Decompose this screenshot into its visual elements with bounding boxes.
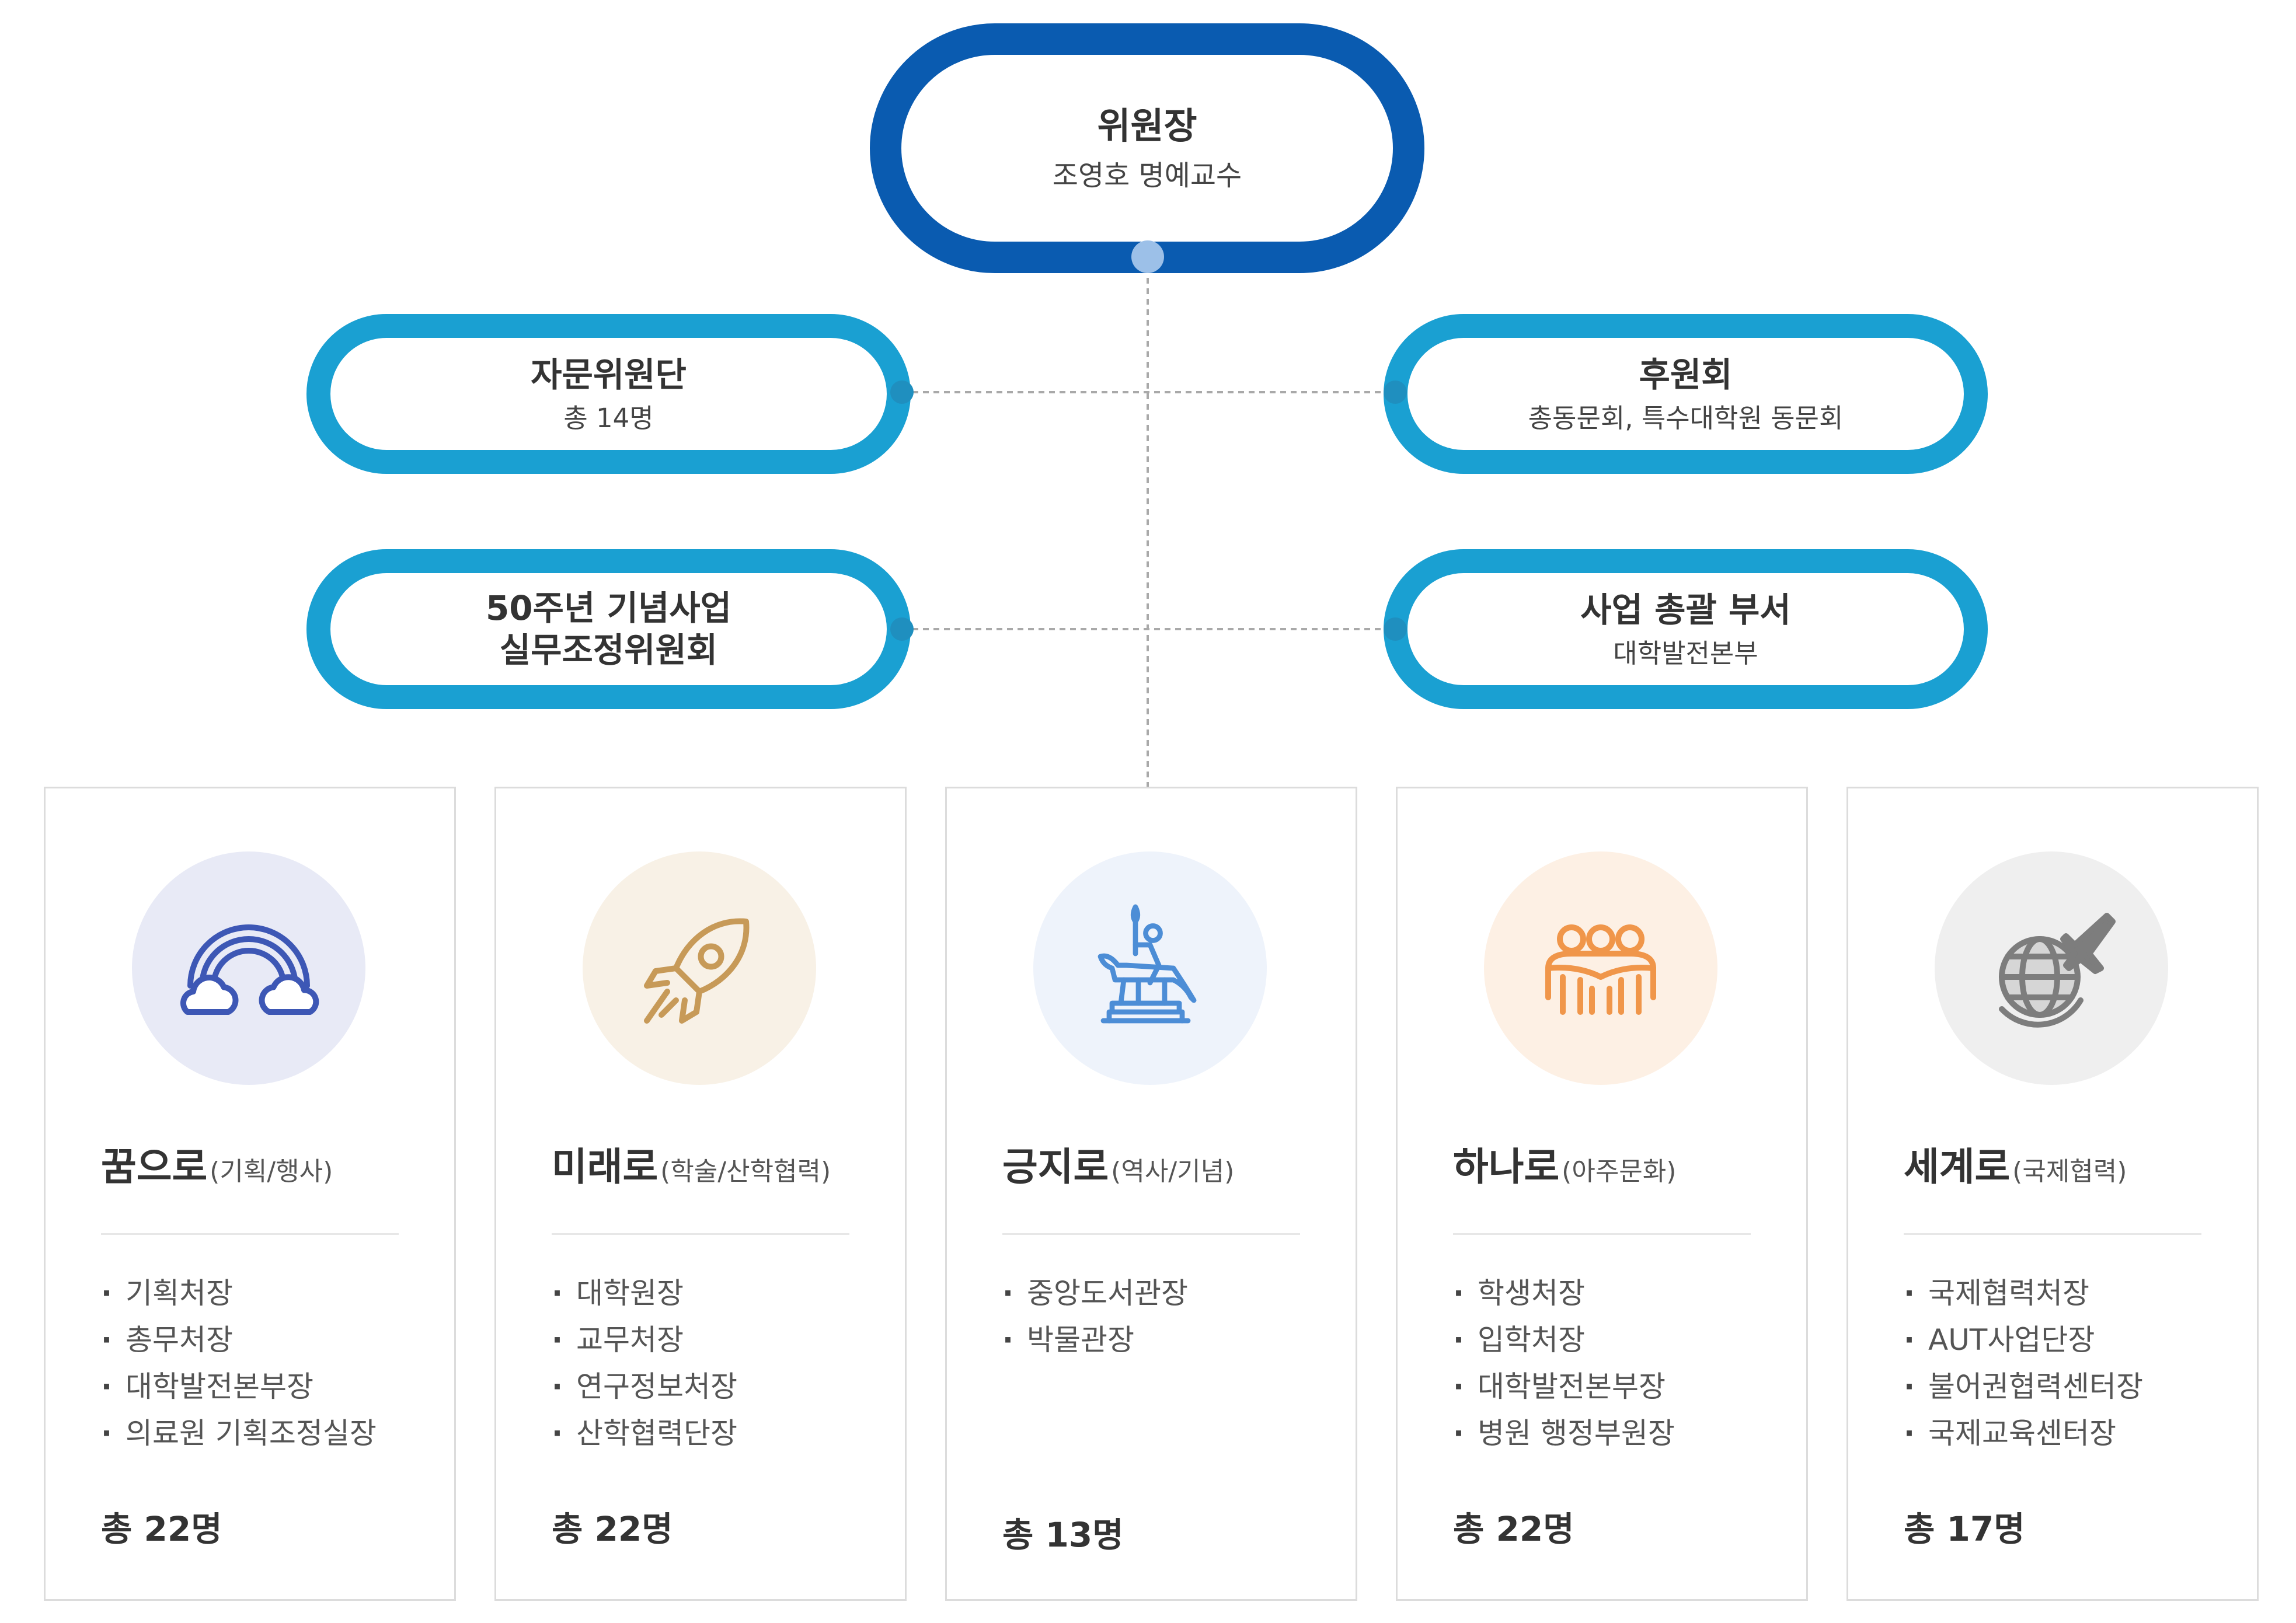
chairman-name: 조영호 명예교수 xyxy=(1052,159,1242,192)
division-name: 긍지로 xyxy=(1002,1144,1109,1189)
division-title: 꿈으로(기획/행사) xyxy=(101,1136,333,1192)
supporters-connector-dot xyxy=(1384,381,1407,404)
list-item: 대학원장 xyxy=(552,1270,737,1317)
division-name: 미래로 xyxy=(552,1144,659,1189)
division-title: 하나로(아주문화) xyxy=(1453,1136,1676,1192)
list-item: 입학처장 xyxy=(1453,1317,1675,1363)
list-item: 중앙도서관장 xyxy=(1002,1270,1188,1317)
list-item: 병원 행정부원장 xyxy=(1453,1410,1675,1457)
division-card-future: 미래로(학술/산학협력) 대학원장 교무처장 연구정보처장 산학협력단장 총 2… xyxy=(494,787,907,1601)
division-icon-circle xyxy=(1033,851,1267,1085)
division-icon-circle xyxy=(1484,851,1717,1085)
working-committee-connector-dot xyxy=(890,617,914,641)
supporters-title: 후원회 xyxy=(1639,354,1733,395)
list-item: 교무처장 xyxy=(552,1317,737,1363)
division-card-unity: 하나로(아주문화) 학생처장 입학처장 대학발전본부장 병원 행정부원장 총 2… xyxy=(1396,787,1808,1601)
member-list: 학생처장 입학처장 대학발전본부장 병원 행정부원장 xyxy=(1453,1270,1675,1457)
list-item: 박물관장 xyxy=(1002,1317,1188,1363)
list-item: 총무처장 xyxy=(101,1317,377,1363)
division-card-pride: 긍지로(역사/기념) 중앙도서관장 박물관장 총 13명 xyxy=(945,787,1357,1601)
list-item: 학생처장 xyxy=(1453,1270,1675,1317)
division-icon-circle xyxy=(1935,851,2168,1085)
division-name: 하나로 xyxy=(1453,1144,1560,1189)
division-total: 총 17명 xyxy=(1904,1509,2025,1549)
statue-icon xyxy=(1098,904,1197,1024)
general-department-node: 사업 총괄 부서 대학발전본부 xyxy=(1384,549,1988,709)
group-icon xyxy=(1545,924,1656,1015)
supporters-members: 총동문회, 특수대학원 동문회 xyxy=(1528,403,1844,434)
general-department-name: 대학발전본부 xyxy=(1613,638,1758,669)
working-committee-node: 50주년 기념사업 실무조정위원회 xyxy=(306,549,911,709)
division-name: 세계로 xyxy=(1904,1144,2011,1189)
division-title: 세계로(국제협력) xyxy=(1904,1136,2127,1192)
division-icon-circle xyxy=(583,851,816,1085)
division-total: 총 22명 xyxy=(552,1509,673,1549)
member-list: 기획처장 총무처장 대학발전본부장 의료원 기획조정실장 xyxy=(101,1270,377,1457)
divider xyxy=(552,1233,849,1235)
advisory-board-title: 자문위원단 xyxy=(531,354,687,395)
advisory-board-node: 자문위원단 총 14명 xyxy=(306,314,911,474)
rainbow-icon xyxy=(180,924,319,1015)
list-item: 연구정보처장 xyxy=(552,1363,737,1410)
list-item: 기획처장 xyxy=(101,1270,377,1317)
division-card-world: 세계로(국제협력) 국제협력처장 AUT사업단장 불어권협력센터장 국제교육센터… xyxy=(1846,787,2259,1601)
list-item: 불어권협력센터장 xyxy=(1904,1363,2143,1410)
divider xyxy=(101,1233,399,1235)
chairman-node: 위원장 조영호 명예교수 xyxy=(870,23,1424,273)
working-committee-title-line2: 실무조정위원회 xyxy=(499,630,718,670)
division-total: 총 22명 xyxy=(1453,1509,1574,1549)
member-list: 국제협력처장 AUT사업단장 불어권협력센터장 국제교육센터장 xyxy=(1904,1270,2143,1457)
list-item: 대학발전본부장 xyxy=(101,1363,377,1410)
list-item: 대학발전본부장 xyxy=(1453,1363,1675,1410)
general-department-title: 사업 총괄 부서 xyxy=(1580,589,1791,630)
division-category: (국제협력) xyxy=(2012,1157,2127,1186)
globe-plane-icon xyxy=(1999,913,2116,1028)
division-total: 총 13명 xyxy=(1002,1515,1124,1555)
chairman-connector-dot xyxy=(1131,240,1164,273)
list-item: AUT사업단장 xyxy=(1904,1317,2143,1363)
division-category: (역사/기념) xyxy=(1111,1157,1235,1186)
list-item: 의료원 기획조정실장 xyxy=(101,1410,377,1457)
division-icon-circle xyxy=(132,851,365,1085)
division-category: (기획/행사) xyxy=(210,1157,333,1186)
list-item: 국제교육센터장 xyxy=(1904,1410,2143,1457)
divider xyxy=(1453,1233,1751,1235)
division-category: (학술/산학협력) xyxy=(660,1157,831,1186)
division-name: 꿈으로 xyxy=(101,1144,208,1189)
chairman-title: 위원장 xyxy=(1097,104,1197,148)
advisory-board-count: 총 14명 xyxy=(563,403,654,434)
list-item: 국제협력처장 xyxy=(1904,1270,2143,1317)
division-title: 미래로(학술/산학협력) xyxy=(552,1136,831,1192)
general-department-connector-dot xyxy=(1384,617,1407,641)
divider xyxy=(1002,1233,1300,1235)
division-card-dream: 꿈으로(기획/행사) 기획처장 총무처장 대학발전본부장 의료원 기획조정실장 … xyxy=(44,787,456,1601)
member-list: 대학원장 교무처장 연구정보처장 산학협력단장 xyxy=(552,1270,737,1457)
rocket-icon xyxy=(644,918,750,1024)
supporters-node: 후원회 총동문회, 특수대학원 동문회 xyxy=(1384,314,1988,474)
member-list: 중앙도서관장 박물관장 xyxy=(1002,1270,1188,1363)
division-title: 긍지로(역사/기념) xyxy=(1002,1136,1234,1192)
working-committee-title-line1: 50주년 기념사업 xyxy=(485,588,732,628)
list-item: 산학협력단장 xyxy=(552,1410,737,1457)
division-total: 총 22명 xyxy=(101,1509,222,1549)
division-category: (아주문화) xyxy=(1562,1157,1677,1186)
advisory-connector-dot xyxy=(890,381,914,404)
divider xyxy=(1904,1233,2201,1235)
